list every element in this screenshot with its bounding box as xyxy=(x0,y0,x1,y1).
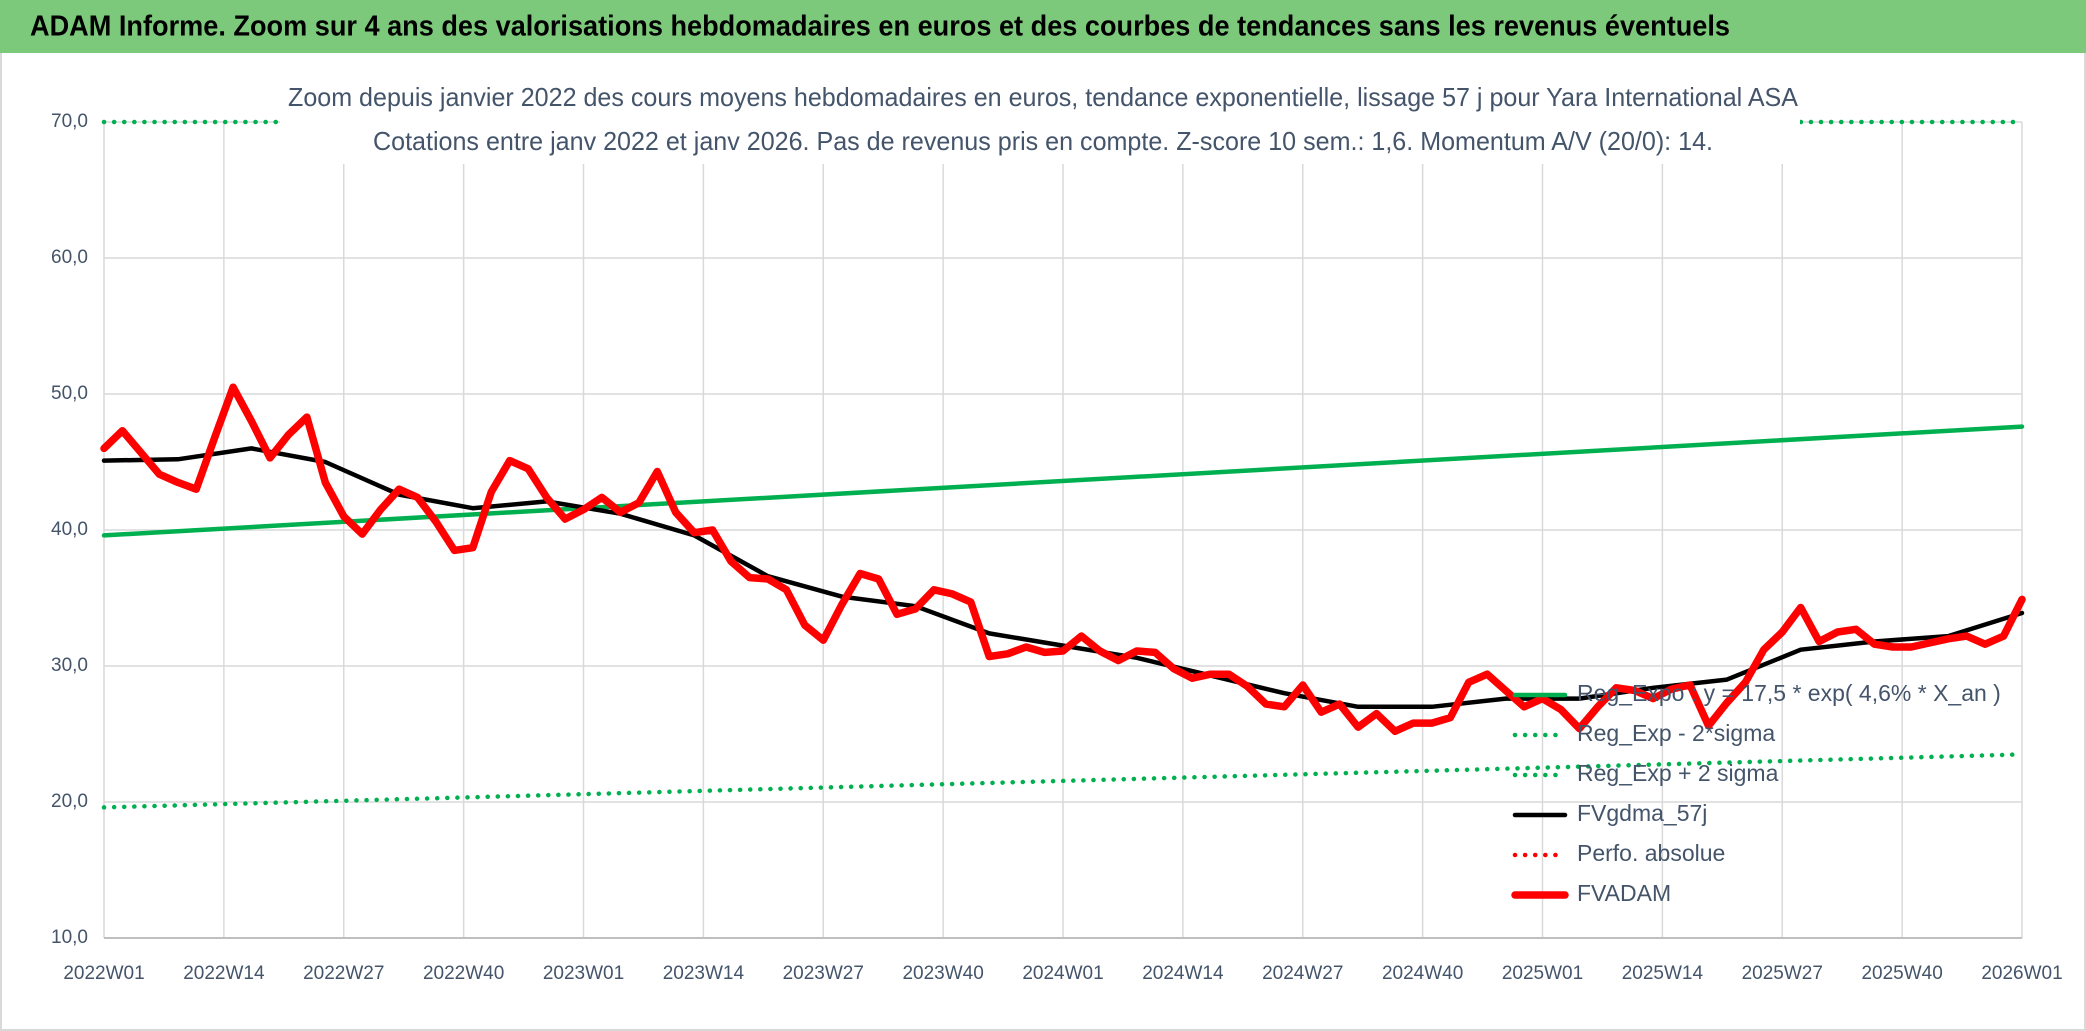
x-tick-label: 2025W14 xyxy=(1622,963,1704,984)
y-tick-label: 30,0 xyxy=(51,655,88,676)
series-line xyxy=(101,752,2025,810)
legend: Reg_Expo : y = 17,5 * exp( 4,6% * X_an )… xyxy=(1511,680,2001,906)
x-tick-label: 2022W40 xyxy=(423,963,504,984)
y-tick-label: 50,0 xyxy=(51,383,88,404)
y-tick-label: 70,0 xyxy=(51,111,88,132)
x-tick-label: 2023W14 xyxy=(663,963,745,984)
x-tick-label: 2025W40 xyxy=(1861,963,1942,984)
chart-title: Zoom depuis janvier 2022 des cours moyen… xyxy=(288,82,1799,112)
series-line xyxy=(100,383,2026,736)
x-tick-label: 2026W01 xyxy=(1981,963,2062,984)
x-tick-label: 2024W40 xyxy=(1382,963,1463,984)
y-tick-label: 20,0 xyxy=(51,791,88,812)
x-tick-label: 2023W27 xyxy=(783,963,864,984)
legend-label: Reg_Exp - 2*sigma xyxy=(1577,720,1775,746)
x-tick-label: 2023W40 xyxy=(902,963,983,984)
header-title: ADAM Informe. Zoom sur 4 ans des valoris… xyxy=(30,11,1730,43)
legend-label: Perfo. absolue xyxy=(1577,840,1725,866)
x-tick-label: 2022W14 xyxy=(183,963,265,984)
legend-label: Reg_Expo : y = 17,5 * exp( 4,6% * X_an ) xyxy=(1577,680,2001,706)
x-tick-label: 2025W27 xyxy=(1742,963,1823,984)
y-tick-label: 40,0 xyxy=(51,519,88,540)
x-tick-label: 2022W27 xyxy=(303,963,384,984)
x-tick-label: 2022W01 xyxy=(63,963,144,984)
x-tick-label: 2024W14 xyxy=(1142,963,1224,984)
legend-label: FVgdma_57j xyxy=(1577,800,1707,826)
series-line xyxy=(101,446,2025,710)
y-tick-label: 60,0 xyxy=(51,247,88,268)
series-line xyxy=(101,424,2025,538)
legend-label: FVADAM xyxy=(1577,880,1671,906)
x-tick-label: 2023W01 xyxy=(543,963,624,984)
x-tick-label: 2024W27 xyxy=(1262,963,1343,984)
x-tick-label: 2025W01 xyxy=(1502,963,1583,984)
chart-subtitle: Cotations entre janv 2022 et janv 2026. … xyxy=(373,126,1713,156)
x-tick-label: 2024W01 xyxy=(1022,963,1103,984)
title-box xyxy=(280,78,1800,164)
legend-label: Reg_Exp + 2 sigma xyxy=(1577,760,1779,786)
y-tick-label: 10,0 xyxy=(51,927,88,948)
header-bar xyxy=(0,0,2086,53)
